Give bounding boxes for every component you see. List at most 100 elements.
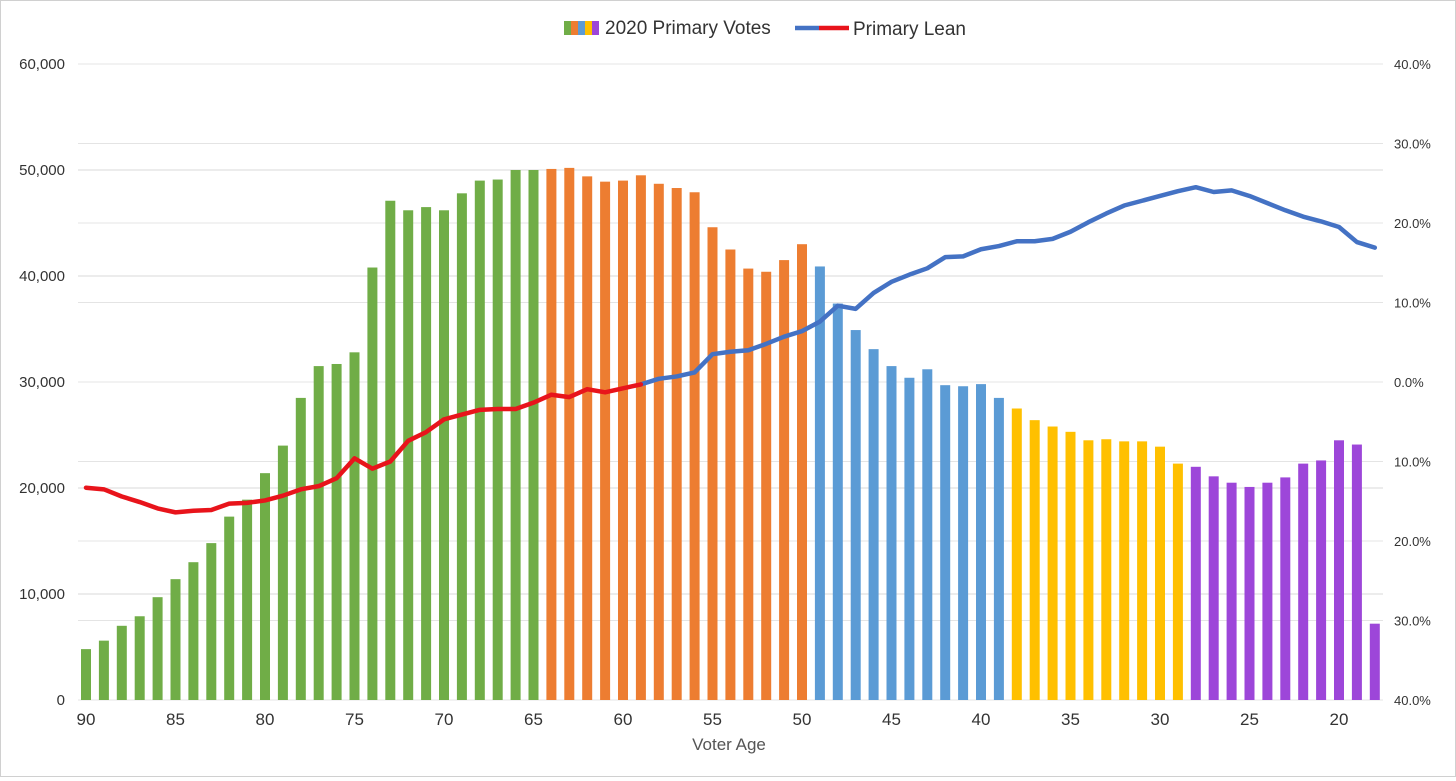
vote-bar <box>1101 439 1112 700</box>
vote-bar <box>1262 482 1273 700</box>
vote-bar <box>1351 444 1362 700</box>
vote-bar <box>725 249 736 700</box>
right-tick-label: 10.0% <box>1394 455 1431 470</box>
vote-bar <box>492 179 503 701</box>
left-tick-label: 60,000 <box>19 56 65 73</box>
vote-bar <box>546 168 557 700</box>
x-tick-label: 45 <box>882 710 901 729</box>
x-tick-label: 85 <box>166 710 185 729</box>
vote-bar <box>1065 431 1076 700</box>
vote-bar <box>618 180 628 701</box>
vote-bar <box>349 352 360 700</box>
right-tick-label: 0.0% <box>1394 375 1424 390</box>
x-tick-label: 75 <box>345 710 364 729</box>
vote-bar <box>98 640 109 700</box>
x-tick-label: 80 <box>256 710 275 729</box>
right-tick-label: 20.0% <box>1394 216 1431 231</box>
vote-bar <box>1208 476 1219 700</box>
vote-bar <box>1190 466 1201 700</box>
left-tick-label: 50,000 <box>19 162 65 179</box>
vote-bar <box>1155 446 1165 700</box>
vote-bar <box>188 562 199 700</box>
vote-bar <box>1119 441 1130 700</box>
vote-bar <box>170 579 181 700</box>
vote-bar <box>1226 482 1237 700</box>
right-tick-label: 10.0% <box>1394 296 1431 311</box>
vote-bar <box>331 363 342 700</box>
vote-bar <box>976 384 986 700</box>
vote-bar <box>510 170 521 700</box>
legend-votes-swatch <box>564 21 599 35</box>
x-axis-title: Voter Age <box>692 735 766 754</box>
vote-bar <box>260 473 270 700</box>
vote-bar <box>868 349 879 700</box>
x-axis-ticks: 90 85 80 75 70 65 60 55 50 45 40 35 30 25 20 <box>77 710 1349 729</box>
left-tick-label: 30,000 <box>19 374 65 391</box>
lean-line-red <box>83 382 644 515</box>
x-tick-label: 35 <box>1061 710 1080 729</box>
x-tick-label: 70 <box>435 710 454 729</box>
vote-bar <box>81 649 91 700</box>
vote-bar <box>814 266 825 700</box>
legend-votes-label: 2020 Primary Votes <box>605 18 771 39</box>
lean-lines <box>83 184 1378 515</box>
x-tick-label: 65 <box>524 710 543 729</box>
x-tick-label: 30 <box>1151 710 1170 729</box>
vote-bar <box>886 366 897 700</box>
vote-bar <box>1011 408 1022 700</box>
vote-bar <box>904 377 915 700</box>
lean-line-blue <box>638 184 1378 387</box>
vote-bar <box>1316 460 1327 700</box>
left-tick-label: 0 <box>57 692 65 709</box>
x-tick-label: 90 <box>77 710 96 729</box>
x-tick-label: 50 <box>793 710 812 729</box>
right-tick-label: 40.0% <box>1394 693 1431 708</box>
vote-bar <box>958 386 969 700</box>
vote-bar <box>1244 486 1255 700</box>
vote-bar <box>385 200 396 701</box>
vote-bar <box>743 268 754 700</box>
vote-bar <box>940 385 951 700</box>
vote-bar <box>295 397 306 700</box>
left-tick-label: 10,000 <box>19 586 65 603</box>
legend: 2020 Primary Votes Primary Lean <box>564 18 966 40</box>
x-tick-label: 25 <box>1240 710 1259 729</box>
x-tick-label: 55 <box>703 710 722 729</box>
x-tick-label: 60 <box>614 710 633 729</box>
vote-bar <box>671 188 682 700</box>
vote-bar <box>779 260 790 700</box>
vote-bar <box>116 625 127 700</box>
vote-bar <box>206 543 217 700</box>
vote-bar <box>224 516 235 700</box>
vote-bar <box>456 193 467 700</box>
vote-bar <box>134 616 145 700</box>
vote-bar <box>421 207 432 700</box>
x-tick-label: 20 <box>1330 710 1349 729</box>
vote-bar <box>797 244 807 700</box>
vote-bar <box>277 445 288 700</box>
vote-bar <box>1172 463 1183 700</box>
right-tick-label: 30.0% <box>1394 137 1431 152</box>
vote-bar <box>1029 420 1040 700</box>
vote-bar <box>1298 463 1309 700</box>
vote-bar <box>1334 440 1344 700</box>
vote-bar <box>367 267 378 700</box>
vote-bar <box>850 330 861 700</box>
vote-bar <box>582 176 593 701</box>
right-axis-ticks: 40.0% 30.0% 20.0% 10.0% 0.0% 10.0% 20.0% 30.0% 4… <box>1394 57 1431 708</box>
vote-bar <box>528 170 539 700</box>
legend-lean-label: Primary Lean <box>853 19 966 40</box>
left-tick-label: 20,000 <box>19 480 65 497</box>
bars <box>81 167 1380 701</box>
vote-bar <box>242 499 253 700</box>
vote-bar <box>1137 441 1148 700</box>
vote-bar <box>653 183 664 700</box>
vote-bar <box>1369 623 1380 700</box>
vote-bar <box>1047 426 1058 700</box>
right-tick-label: 20.0% <box>1394 534 1431 549</box>
vote-bar <box>564 167 575 700</box>
vote-bar <box>403 210 414 700</box>
vote-bar <box>689 192 700 700</box>
vote-bar <box>313 366 324 700</box>
